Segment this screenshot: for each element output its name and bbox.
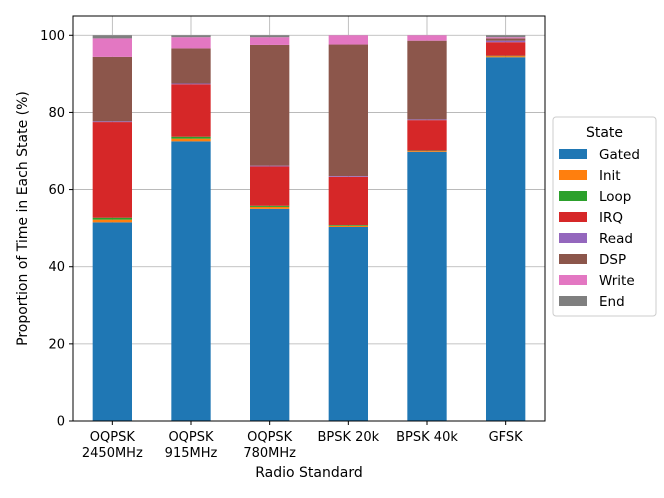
bar-init-0: [92, 219, 132, 223]
legend-swatch-init: [559, 170, 587, 180]
bar-loop-2: [250, 205, 290, 207]
x-tick-label-line: OQPSK: [247, 430, 293, 445]
x-tick-label-line: 780MHz: [243, 446, 296, 461]
legend-swatch-gated: [559, 149, 587, 159]
x-tick-label: OQPSK 780MHz: [243, 430, 296, 461]
legend-title: State: [586, 125, 623, 141]
legend-label-irq: IRQ: [599, 210, 623, 226]
legend-swatch-end: [559, 296, 587, 306]
bar-irq-1: [171, 84, 211, 137]
bar-gated-3: [328, 226, 368, 421]
x-tick-label: OQPSK 2450MHz: [82, 430, 143, 461]
bar-write-1: [171, 37, 211, 49]
x-tick-label-line: OQPSK: [168, 430, 214, 445]
legend-swatch-irq: [559, 212, 587, 222]
legend-swatch-dsp: [559, 254, 587, 264]
legend-items: Gated Init Loop IRQ Read DSP Write End: [559, 147, 640, 310]
bar-init-5: [486, 56, 526, 58]
bar-gated-2: [250, 208, 290, 421]
legend-label-dsp: DSP: [599, 252, 626, 268]
bar-init-1: [171, 138, 211, 142]
grid-layer: [73, 16, 545, 422]
x-tick-label-line: 915MHz: [165, 446, 218, 461]
bar-loop-0: [92, 217, 132, 220]
bar-read-4: [407, 119, 447, 121]
bar-init-4: [407, 151, 447, 152]
bar-dsp-2: [250, 44, 290, 166]
bar-write-0: [92, 38, 132, 57]
x-axis-label: Radio Standard: [255, 465, 362, 481]
plot-frame: [72, 15, 546, 422]
bar-loop-1: [171, 136, 211, 139]
bar-irq-2: [250, 166, 290, 206]
y-tick-label: 20: [48, 337, 65, 352]
bar-gated-0: [92, 222, 132, 421]
bar-dsp-1: [171, 48, 211, 84]
bar-write-2: [250, 37, 290, 45]
bar-init-3: [328, 225, 368, 227]
legend-label-read: Read: [599, 231, 633, 247]
x-tick-label-line: BPSK 20k: [317, 430, 379, 445]
legend-label-end: End: [599, 294, 625, 310]
legend-swatch-write: [559, 275, 587, 285]
legend-label-loop: Loop: [599, 189, 631, 205]
y-tick-label: 40: [48, 260, 65, 275]
legend-swatch-read: [559, 233, 587, 243]
legend-swatch-loop: [559, 191, 587, 201]
x-tick-label-line: GFSK: [489, 430, 524, 445]
x-tick-label: GFSK: [489, 430, 524, 445]
bar-read-0: [92, 121, 132, 123]
bar-dsp-0: [92, 56, 132, 122]
bar-end-2: [250, 35, 290, 38]
bar-read-3: [328, 176, 368, 177]
legend-label-gated: Gated: [599, 147, 640, 163]
legend-label-init: Init: [599, 168, 621, 184]
bar-read-5: [486, 40, 526, 43]
y-tick-label: 0: [57, 415, 65, 430]
y-axis-label: Proportion of Time in Each State (%): [15, 91, 31, 346]
y-tick-label: 80: [48, 106, 65, 121]
bar-read-1: [171, 83, 211, 85]
legend: State Gated Init Loop IRQ Read DSP Write End: [552, 116, 657, 317]
bar-write-4: [407, 35, 447, 41]
legend-label-write: Write: [599, 273, 635, 289]
bar-loop-3: [328, 225, 368, 226]
x-tick-label: BPSK 40k: [396, 430, 458, 445]
x-tick-label: BPSK 20k: [317, 430, 379, 445]
bar-irq-0: [92, 122, 132, 218]
x-tick-label-line: 2450MHz: [82, 446, 143, 461]
bar-dsp-3: [328, 44, 368, 177]
x-tick-label-line: BPSK 40k: [396, 430, 458, 445]
bar-irq-4: [407, 120, 447, 151]
bar-irq-3: [328, 176, 368, 226]
bar-irq-5: [486, 42, 526, 56]
bar-layer: [92, 35, 526, 422]
y-tick-label: 60: [48, 183, 65, 198]
y-tick-label: 100: [40, 29, 65, 44]
bar-write-5: [486, 37, 526, 39]
legend-frame: [552, 116, 657, 317]
bar-gated-4: [407, 151, 447, 421]
bar-end-1: [171, 35, 211, 38]
bar-gated-5: [486, 57, 526, 422]
bar-dsp-4: [407, 40, 447, 120]
bar-read-2: [250, 165, 290, 167]
bar-gated-1: [171, 141, 211, 421]
bar-write-3: [328, 35, 368, 45]
bar-init-2: [250, 206, 290, 209]
bar-end-5: [486, 35, 526, 38]
bar-dsp-5: [486, 38, 526, 41]
x-tick-label-line: OQPSK: [90, 430, 136, 445]
bar-end-0: [92, 35, 132, 39]
x-tick-label: OQPSK 915MHz: [165, 430, 218, 461]
